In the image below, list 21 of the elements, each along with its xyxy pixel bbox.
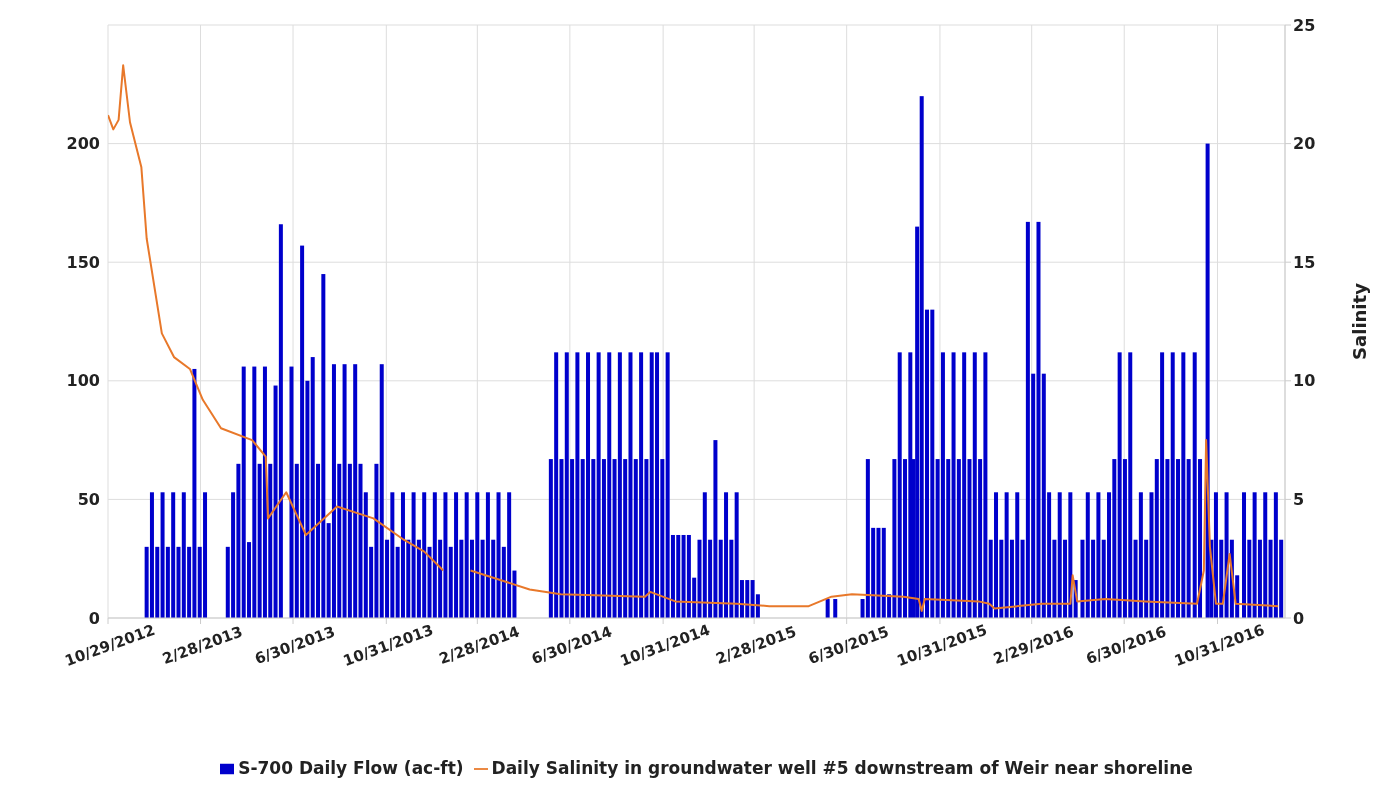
y2-tick-label: 25 [1293,15,1316,35]
bar [833,599,838,618]
y-tick-label: 150 [66,252,100,272]
bar [825,599,830,618]
bar [289,366,294,618]
legend-label: Daily Salinity in groundwater well #5 downstream of Weir near shoreline [491,758,1193,778]
y2-tick-label: 0 [1293,608,1305,628]
bar [278,224,283,618]
y-tick-label: 50 [77,490,100,510]
y2-tick-label: 10 [1293,371,1316,391]
legend-label: S-700 Daily Flow (ac-ft) [238,758,464,778]
y-tick-label: 200 [66,134,100,154]
bar [1186,459,1191,618]
y-tick-label: 0 [88,608,100,628]
y2-tick-label: 15 [1293,252,1316,272]
y-tick-label: 100 [66,371,100,391]
bar [1080,539,1085,618]
y2-axis-title: Salinity [1349,282,1371,360]
y2-tick-label: 20 [1293,134,1316,154]
y2-tick-label: 5 [1293,490,1305,510]
bar [1242,492,1247,618]
